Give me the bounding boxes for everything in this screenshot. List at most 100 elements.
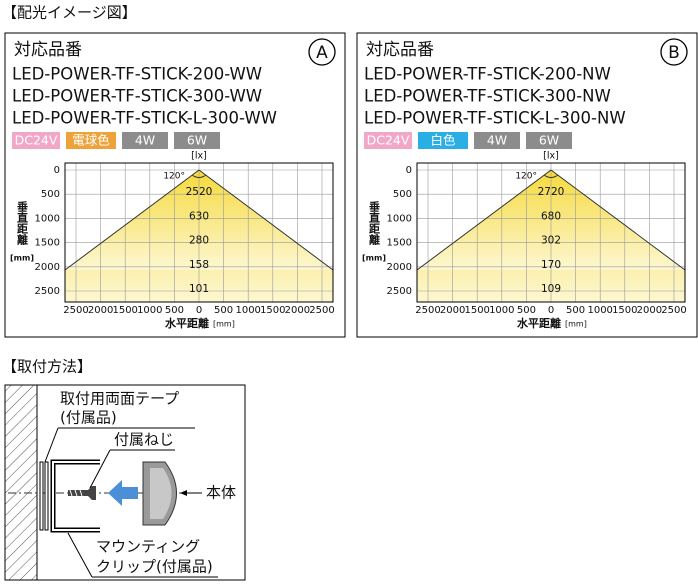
- marker-circle: [660, 38, 688, 66]
- lux-value: 630: [189, 210, 209, 222]
- x-tick-label: 1000: [587, 305, 612, 316]
- y-axis-label: 垂直距離: [368, 200, 381, 246]
- lux-value: 109: [541, 283, 561, 295]
- x-tick-label: 0: [548, 305, 554, 316]
- model-name: LED-POWER-TF-STICK-200-NW: [364, 65, 611, 84]
- badge: [418, 132, 468, 149]
- y-tick-label: 2000: [387, 262, 412, 273]
- badge: [474, 132, 520, 149]
- clip-label: マウンティング: [96, 538, 200, 556]
- panel-heading: 対応品番: [14, 40, 82, 60]
- y-tick-label: 2500: [387, 286, 412, 297]
- badge: [66, 132, 116, 149]
- model-name: LED-POWER-TF-STICK-L-300-NW: [364, 109, 626, 128]
- badge: [12, 132, 60, 149]
- model-name: LED-POWER-TF-STICK-300-NW: [364, 87, 611, 106]
- x-tick-label: 2500: [63, 305, 88, 316]
- x-axis-label: 水平距離: [517, 316, 561, 330]
- y-tick-label: 2000: [35, 262, 60, 273]
- angle-arc: [191, 174, 207, 178]
- panel-heading: 対応品番: [366, 40, 434, 60]
- x-tick-label: 500: [566, 305, 585, 316]
- y-tick-label: 500: [393, 189, 412, 200]
- badge-text: DC24V: [367, 133, 410, 148]
- x-axis-label: 水平距離: [165, 316, 209, 330]
- angle-arc: [543, 174, 559, 178]
- x-tick-label: 1500: [112, 305, 137, 316]
- y-tick-label: 0: [54, 165, 60, 176]
- marker-circle: [308, 38, 336, 66]
- body-label: 本体: [206, 484, 236, 502]
- screw-label: 付属ねじ: [114, 431, 174, 449]
- lux-value: 280: [189, 235, 209, 247]
- x-tick-label: 2000: [440, 305, 465, 316]
- badge-text: DC24V: [15, 133, 58, 148]
- badge: [174, 132, 220, 149]
- x-tick-label: 500: [517, 305, 536, 316]
- x-tick-label: 500: [214, 305, 233, 316]
- y-tick-label: 1000: [387, 213, 412, 224]
- mount-diagram: [4, 384, 246, 581]
- x-tick-label: 1000: [489, 305, 514, 316]
- x-tick-label: 500: [165, 305, 184, 316]
- badge-text: 電球色: [72, 133, 110, 148]
- y-tick-label: 1000: [35, 213, 60, 224]
- y-unit: [mm]: [10, 254, 34, 263]
- badge: [364, 132, 412, 149]
- model-name: LED-POWER-TF-STICK-300-WW: [12, 87, 262, 106]
- x-unit: [mm]: [213, 320, 235, 329]
- y-axis-label: 垂直距離: [16, 200, 29, 246]
- lux-value: 2520: [186, 186, 213, 198]
- light-cone-mask: [65, 170, 333, 270]
- badge-text: 4W: [487, 133, 507, 148]
- marker-letter: B: [668, 43, 680, 63]
- y-unit: [mm]: [362, 254, 386, 263]
- x-tick-label: 0: [196, 305, 202, 316]
- x-tick-label: 2500: [415, 305, 440, 316]
- model-name: LED-POWER-TF-STICK-L-300-WW: [12, 109, 277, 128]
- lux-value: 170: [541, 259, 561, 271]
- lux-value: 302: [541, 235, 561, 247]
- x-tick-label: 1000: [137, 305, 162, 316]
- section-title: 【取付方法】: [2, 358, 92, 376]
- model-name: LED-POWER-TF-STICK-200-WW: [12, 65, 262, 84]
- y-tick-label: 1500: [387, 238, 412, 249]
- angle-label: 120°: [163, 172, 185, 182]
- lux-value: 680: [541, 210, 561, 222]
- panel-frame: [4, 32, 346, 338]
- lux-value: 2720: [538, 186, 565, 198]
- x-tick-label: 2000: [88, 305, 113, 316]
- x-tick-label: 2000: [285, 305, 310, 316]
- lux-unit: [lx]: [543, 151, 559, 162]
- x-tick-label: 1500: [464, 305, 489, 316]
- x-tick-label: 2500: [309, 305, 334, 316]
- y-tick-label: 0: [406, 165, 412, 176]
- angle-label: 120°: [515, 172, 537, 182]
- badge: [526, 132, 572, 149]
- x-tick-label: 1500: [260, 305, 285, 316]
- x-tick-label: 1500: [612, 305, 637, 316]
- lux-unit: [lx]: [191, 151, 207, 162]
- cone-edge: [64, 169, 200, 271]
- x-tick-label: 2000: [637, 305, 662, 316]
- x-unit: [mm]: [565, 320, 587, 329]
- badge-text: 6W: [539, 133, 559, 148]
- plot-frame: [416, 162, 686, 303]
- badge-text: 4W: [135, 133, 155, 148]
- x-tick-label: 1000: [235, 305, 260, 316]
- y-tick-label: 2500: [35, 286, 60, 297]
- light-cone-mask: [417, 170, 685, 270]
- tape-label: 取付用両面テープ: [60, 390, 179, 408]
- lux-value: 158: [189, 259, 209, 271]
- tape-label: (付属品): [60, 409, 117, 427]
- lux-value: 101: [189, 283, 209, 295]
- section-title: 【配光イメージ図】: [2, 4, 137, 22]
- cone-edge: [198, 169, 334, 271]
- plot-frame: [64, 162, 334, 303]
- panel-frame: [356, 32, 698, 338]
- badge: [122, 132, 168, 149]
- y-tick-label: 1500: [35, 238, 60, 249]
- y-tick-label: 500: [41, 189, 60, 200]
- marker-letter: A: [316, 43, 328, 63]
